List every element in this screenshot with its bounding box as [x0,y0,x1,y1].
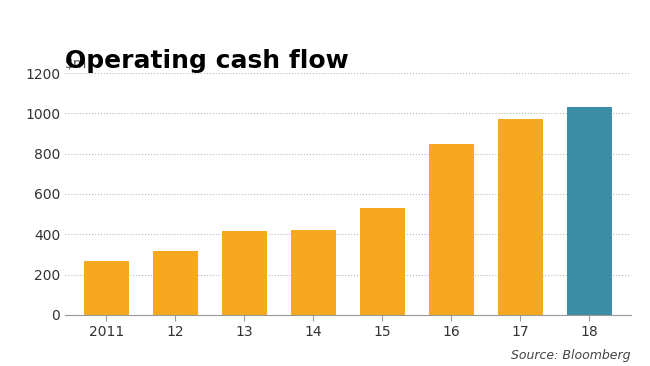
Bar [429,143,474,315]
Bar [291,230,335,315]
Bar [498,119,543,315]
Bar [222,231,266,315]
Text: Operating cash flow: Operating cash flow [65,49,349,72]
Bar [153,251,198,315]
Text: Source: Bloomberg: Source: Bloomberg [511,349,630,362]
Bar [84,261,129,315]
Bar [360,208,405,315]
Text: $m: $m [65,57,87,71]
Bar [567,108,612,315]
